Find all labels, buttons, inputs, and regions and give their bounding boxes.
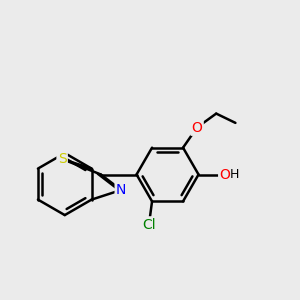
Text: N: N (116, 183, 126, 197)
Text: Cl: Cl (142, 218, 156, 232)
Text: H: H (230, 168, 239, 181)
Text: O: O (219, 167, 230, 182)
Text: O: O (192, 121, 203, 134)
Text: S: S (58, 152, 67, 166)
